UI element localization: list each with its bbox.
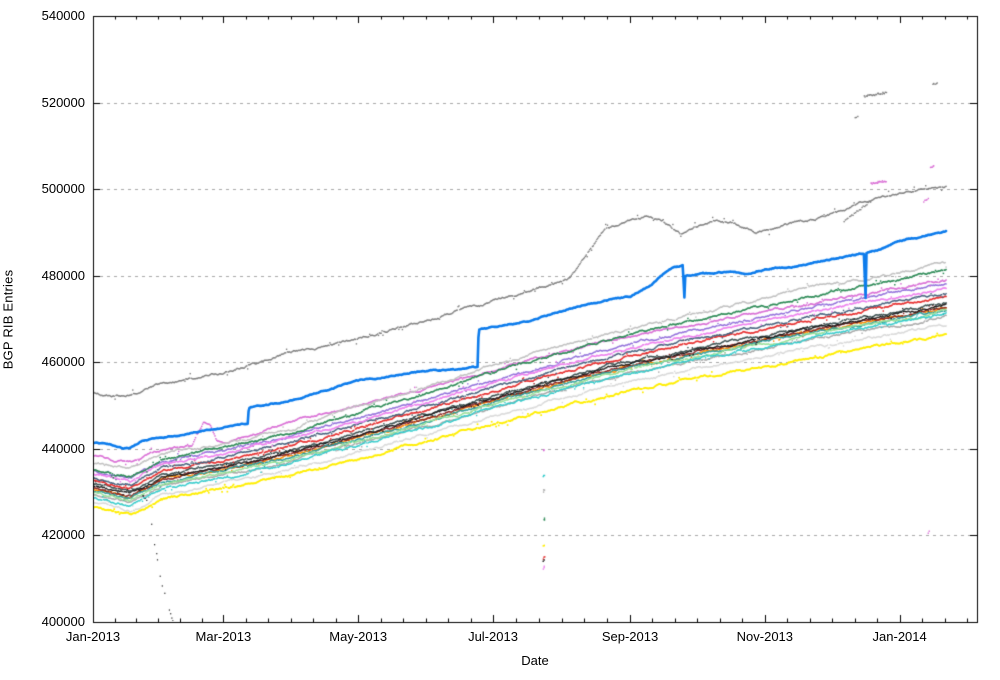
y-tick-label: 400000 [41, 614, 85, 629]
y-tick-label: 540000 [41, 8, 85, 23]
y-axis-title: BGP RIB Entries [0, 269, 16, 370]
y-tick-label: 440000 [41, 440, 85, 456]
x-tick-label: Jan-2014 [872, 629, 927, 644]
x-tick-label: Nov-2013 [736, 629, 794, 644]
x-axis-title: Date [521, 653, 549, 668]
x-tick-label: Jul-2013 [468, 629, 518, 644]
y-tick-label: 500000 [41, 181, 85, 197]
x-tick-label: May-2013 [329, 629, 388, 644]
y-tick-label: 520000 [41, 94, 85, 110]
y-tick-label: 480000 [41, 267, 85, 283]
x-tick-label: Jan-2013 [65, 629, 121, 644]
x-tick-label: Mar-2013 [195, 629, 252, 644]
x-tick-label: Sep-2013 [601, 629, 659, 644]
y-tick-label: 460000 [41, 354, 85, 370]
y-tick-label: 420000 [41, 527, 85, 543]
